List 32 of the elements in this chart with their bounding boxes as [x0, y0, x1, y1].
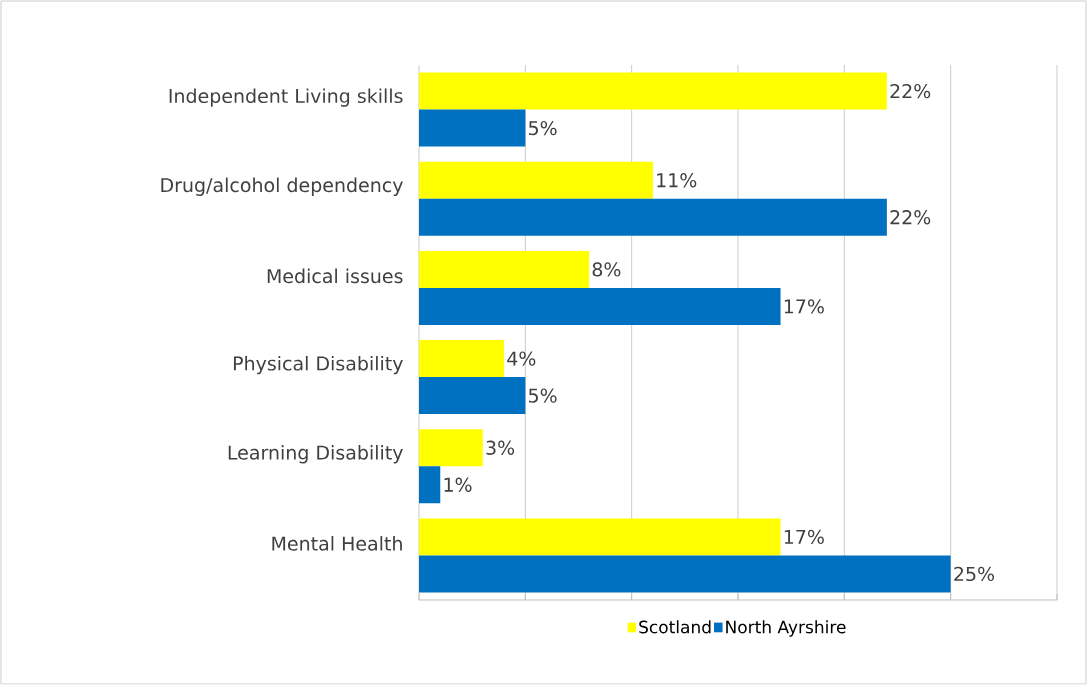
y-tick-label: Learning Disability [228, 445, 403, 464]
bar [419, 161, 653, 199]
legend-label: North Ayrshire [726, 620, 846, 637]
data-label: 25% [954, 566, 995, 582]
bar [419, 466, 441, 504]
bar [419, 377, 526, 415]
bar [419, 72, 887, 110]
data-label: 17% [784, 299, 824, 314]
data-label: 11% [657, 173, 697, 188]
data-label: 22% [890, 83, 931, 99]
bar [419, 250, 590, 288]
bar [419, 109, 526, 147]
data-label: 5% [529, 120, 557, 136]
y-tick-label: Physical Disability [233, 355, 403, 375]
y-tick-label: Medical issues [267, 268, 403, 284]
legend-label: Scotland [639, 620, 711, 634]
bar [419, 555, 951, 593]
data-label: 22% [890, 210, 931, 225]
bar [419, 198, 887, 236]
data-label: 8% [592, 262, 621, 277]
data-label: 3% [486, 440, 515, 455]
bar [419, 340, 505, 378]
data-label: 17% [784, 529, 824, 545]
bar [419, 518, 781, 556]
data-label: 5% [529, 388, 557, 403]
data-label: 1% [444, 477, 472, 492]
y-tick-label: Independent Living skills [169, 88, 403, 107]
y-tick-label: Mental Health [272, 536, 402, 551]
bar [419, 287, 781, 325]
y-tick-label: Drug/alcohol dependency [161, 177, 403, 196]
bar [419, 429, 483, 467]
data-label: 4% [507, 351, 536, 366]
